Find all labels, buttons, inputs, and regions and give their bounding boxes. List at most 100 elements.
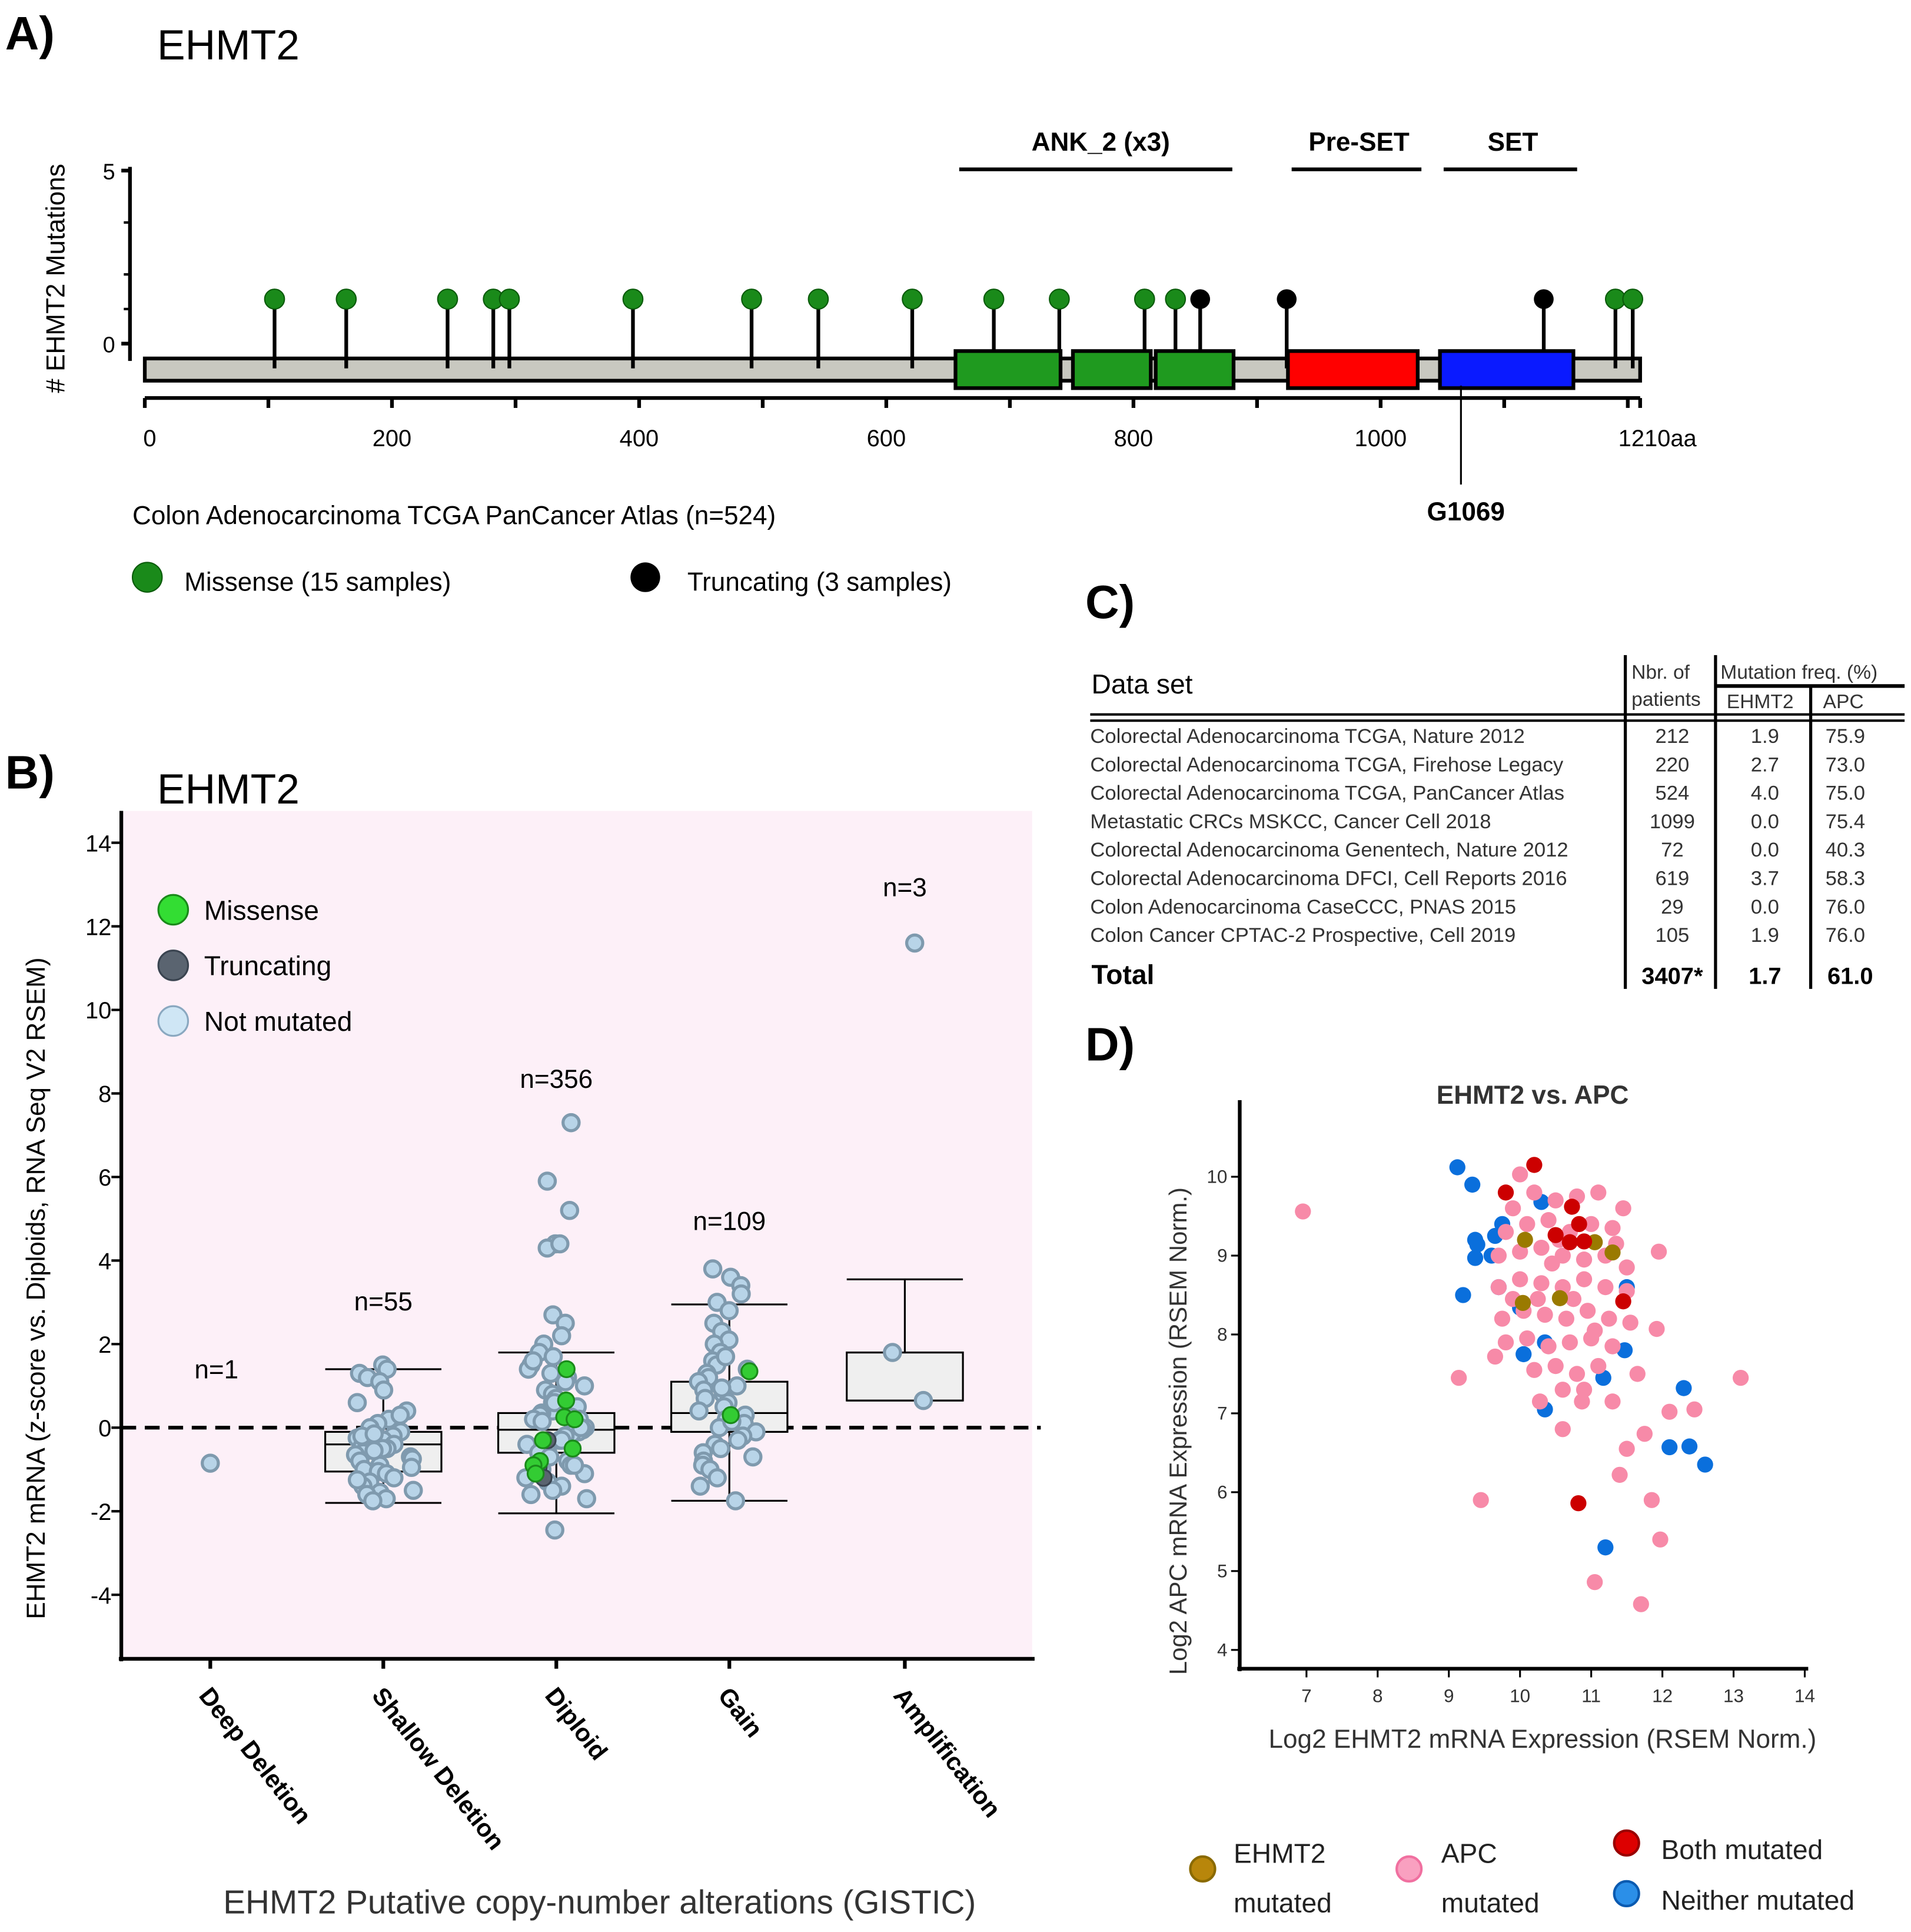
legend-missense-marker	[157, 894, 190, 926]
neither-mutated-point	[1469, 1236, 1485, 1253]
x-tick-label: 10	[1510, 1685, 1530, 1706]
neither-mutated-point	[1676, 1380, 1692, 1396]
cell-ehmt2-freq: 4.0	[1751, 782, 1779, 805]
missense-point	[534, 1431, 552, 1449]
aa-tick-label: 600	[867, 426, 906, 452]
cell-apc-freq: 75.9	[1826, 725, 1865, 748]
legend-neither-mutated-label: Neither mutated	[1661, 1885, 1854, 1916]
not-mutated-point	[550, 1234, 570, 1254]
not-mutated-point	[712, 1378, 732, 1398]
apc-mutated-point	[1587, 1322, 1603, 1339]
cell-ehmt2-freq: 0.0	[1751, 839, 1779, 861]
y-tick-label: 8	[1217, 1323, 1228, 1345]
cell-apc-freq: 73.0	[1826, 753, 1865, 776]
table-row: Colon Cancer CPTAC-2 Prospective, Cell 2…	[1090, 924, 1865, 947]
y-tick-label: 4	[1217, 1639, 1228, 1660]
y-tick-label: 12	[85, 914, 111, 940]
y-tick-label: 5	[103, 160, 115, 184]
missense-mutation-marker	[1165, 288, 1187, 310]
x-tick-label: 7	[1301, 1685, 1312, 1706]
apc-mutated-point	[1611, 1466, 1628, 1483]
not-mutated-point	[560, 1200, 580, 1220]
apc-mutated-point	[1537, 1306, 1553, 1323]
panel-a-label: A)	[5, 7, 55, 59]
missense-point	[563, 1439, 582, 1458]
panel-d-label: D)	[1085, 1018, 1135, 1071]
cell-apc-freq: 58.3	[1826, 867, 1865, 889]
apc-mutated-point	[1497, 1224, 1514, 1240]
missense-mutation-marker	[983, 288, 1005, 310]
cell-ehmt2-freq: 0.0	[1751, 811, 1779, 833]
not-mutated-point	[532, 1412, 552, 1431]
domain-ank-2-x3-	[1154, 349, 1236, 390]
missense-mutation-marker	[902, 288, 923, 310]
x-tick-label: 13	[1723, 1685, 1744, 1706]
apc-mutated-point	[1519, 1330, 1536, 1347]
ehmt2-mutated-point	[1551, 1290, 1568, 1306]
total-label: Total	[1091, 959, 1154, 990]
legend-truncating-marker	[630, 562, 660, 592]
not-mutated-point	[905, 933, 925, 953]
apc-mutated-point	[1579, 1303, 1596, 1319]
cell-patients: 212	[1655, 725, 1689, 748]
total-patients: 3407*	[1641, 963, 1703, 989]
ehmt2-mutated-point	[1517, 1231, 1533, 1248]
cell-dataset: Colorectal Adenocarcinoma TCGA, Firehose…	[1090, 753, 1564, 776]
not-mutated-point	[363, 1491, 383, 1511]
apc-mutated-point	[1604, 1393, 1621, 1410]
domain-ank-2-x3-	[1071, 349, 1153, 390]
apc-mutated-point	[1540, 1338, 1557, 1355]
table-row: Colorectal Adenocarcinoma TCGA, Nature 2…	[1090, 725, 1865, 748]
sample-count-label: n=1	[194, 1355, 238, 1384]
cell-patients: 29	[1661, 896, 1684, 918]
cell-ehmt2-freq: 1.9	[1751, 924, 1779, 947]
apc-mutated-point	[1540, 1212, 1557, 1229]
legend-not-mutated-marker	[157, 1005, 190, 1037]
table-row: Colorectal Adenocarcinoma Genentech, Nat…	[1090, 839, 1865, 861]
apc-mutated-point	[1597, 1279, 1614, 1296]
missense-point	[526, 1465, 545, 1483]
not-mutated-point	[719, 1301, 739, 1320]
cell-dataset: Colon Adenocarcinoma CaseCCC, PNAS 2015	[1090, 896, 1516, 918]
panel-d-title: EHMT2 vs. APC	[1437, 1081, 1629, 1110]
not-mutated-point	[561, 1113, 581, 1133]
legend-both-mutated-marker	[1613, 1829, 1640, 1857]
missense-mutation-marker	[498, 288, 520, 310]
domain-ank-2-x3-	[953, 349, 1063, 390]
sample-count-label: n=55	[354, 1287, 413, 1316]
panel-d: D) EHMT2 vs. APC Log2 APC mRNA Expressio…	[1085, 1018, 1854, 1918]
domain-label: SET	[1488, 128, 1538, 157]
truncating-mutation-marker	[1277, 289, 1297, 309]
apc-mutated-point	[1604, 1338, 1621, 1355]
cell-dataset: Colon Cancer CPTAC-2 Prospective, Cell 2…	[1090, 924, 1515, 947]
domain-label: ANK_2 (x3)	[1032, 128, 1170, 157]
apc-mutated-point	[1615, 1200, 1631, 1217]
apc-mutated-point	[1512, 1166, 1528, 1183]
not-mutated-point	[551, 1326, 571, 1346]
table-row: Colon Adenocarcinoma CaseCCC, PNAS 2015 2…	[1090, 896, 1865, 918]
apc-mutated-point	[1649, 1320, 1665, 1337]
apc-mutated-point	[1686, 1401, 1703, 1418]
apc-mutated-point	[1601, 1310, 1617, 1327]
missense-mutation-marker	[437, 288, 458, 310]
cell-apc-freq: 75.4	[1826, 811, 1865, 833]
study-label: Colon Adenocarcinoma TCGA PanCancer Atla…	[132, 501, 776, 530]
legend-missense-label: Missense	[204, 895, 319, 925]
missense-mutation-marker	[622, 288, 644, 310]
apc-mutated-point	[1661, 1403, 1678, 1420]
neither-mutated-point	[1616, 1342, 1633, 1359]
apc-mutated-point	[1629, 1366, 1646, 1382]
legend-ehmt2-label: EHMT2	[1234, 1838, 1326, 1868]
box-iqr	[846, 1351, 964, 1402]
total-apc-freq: 61.0	[1827, 963, 1873, 989]
not-mutated-point	[732, 1284, 751, 1304]
not-mutated-point	[574, 1376, 594, 1396]
neither-mutated-point	[1455, 1287, 1471, 1303]
apc-mutated-point	[1487, 1348, 1504, 1365]
y-tick-label: 0	[98, 1416, 111, 1442]
cell-ehmt2-freq: 1.9	[1751, 725, 1779, 748]
not-mutated-point	[689, 1401, 709, 1421]
cell-patients: 72	[1661, 839, 1684, 861]
apc-mutated-point	[1558, 1310, 1574, 1327]
table-row: Metastatic CRCs MSKCC, Cancer Cell 2018 1…	[1090, 811, 1865, 833]
